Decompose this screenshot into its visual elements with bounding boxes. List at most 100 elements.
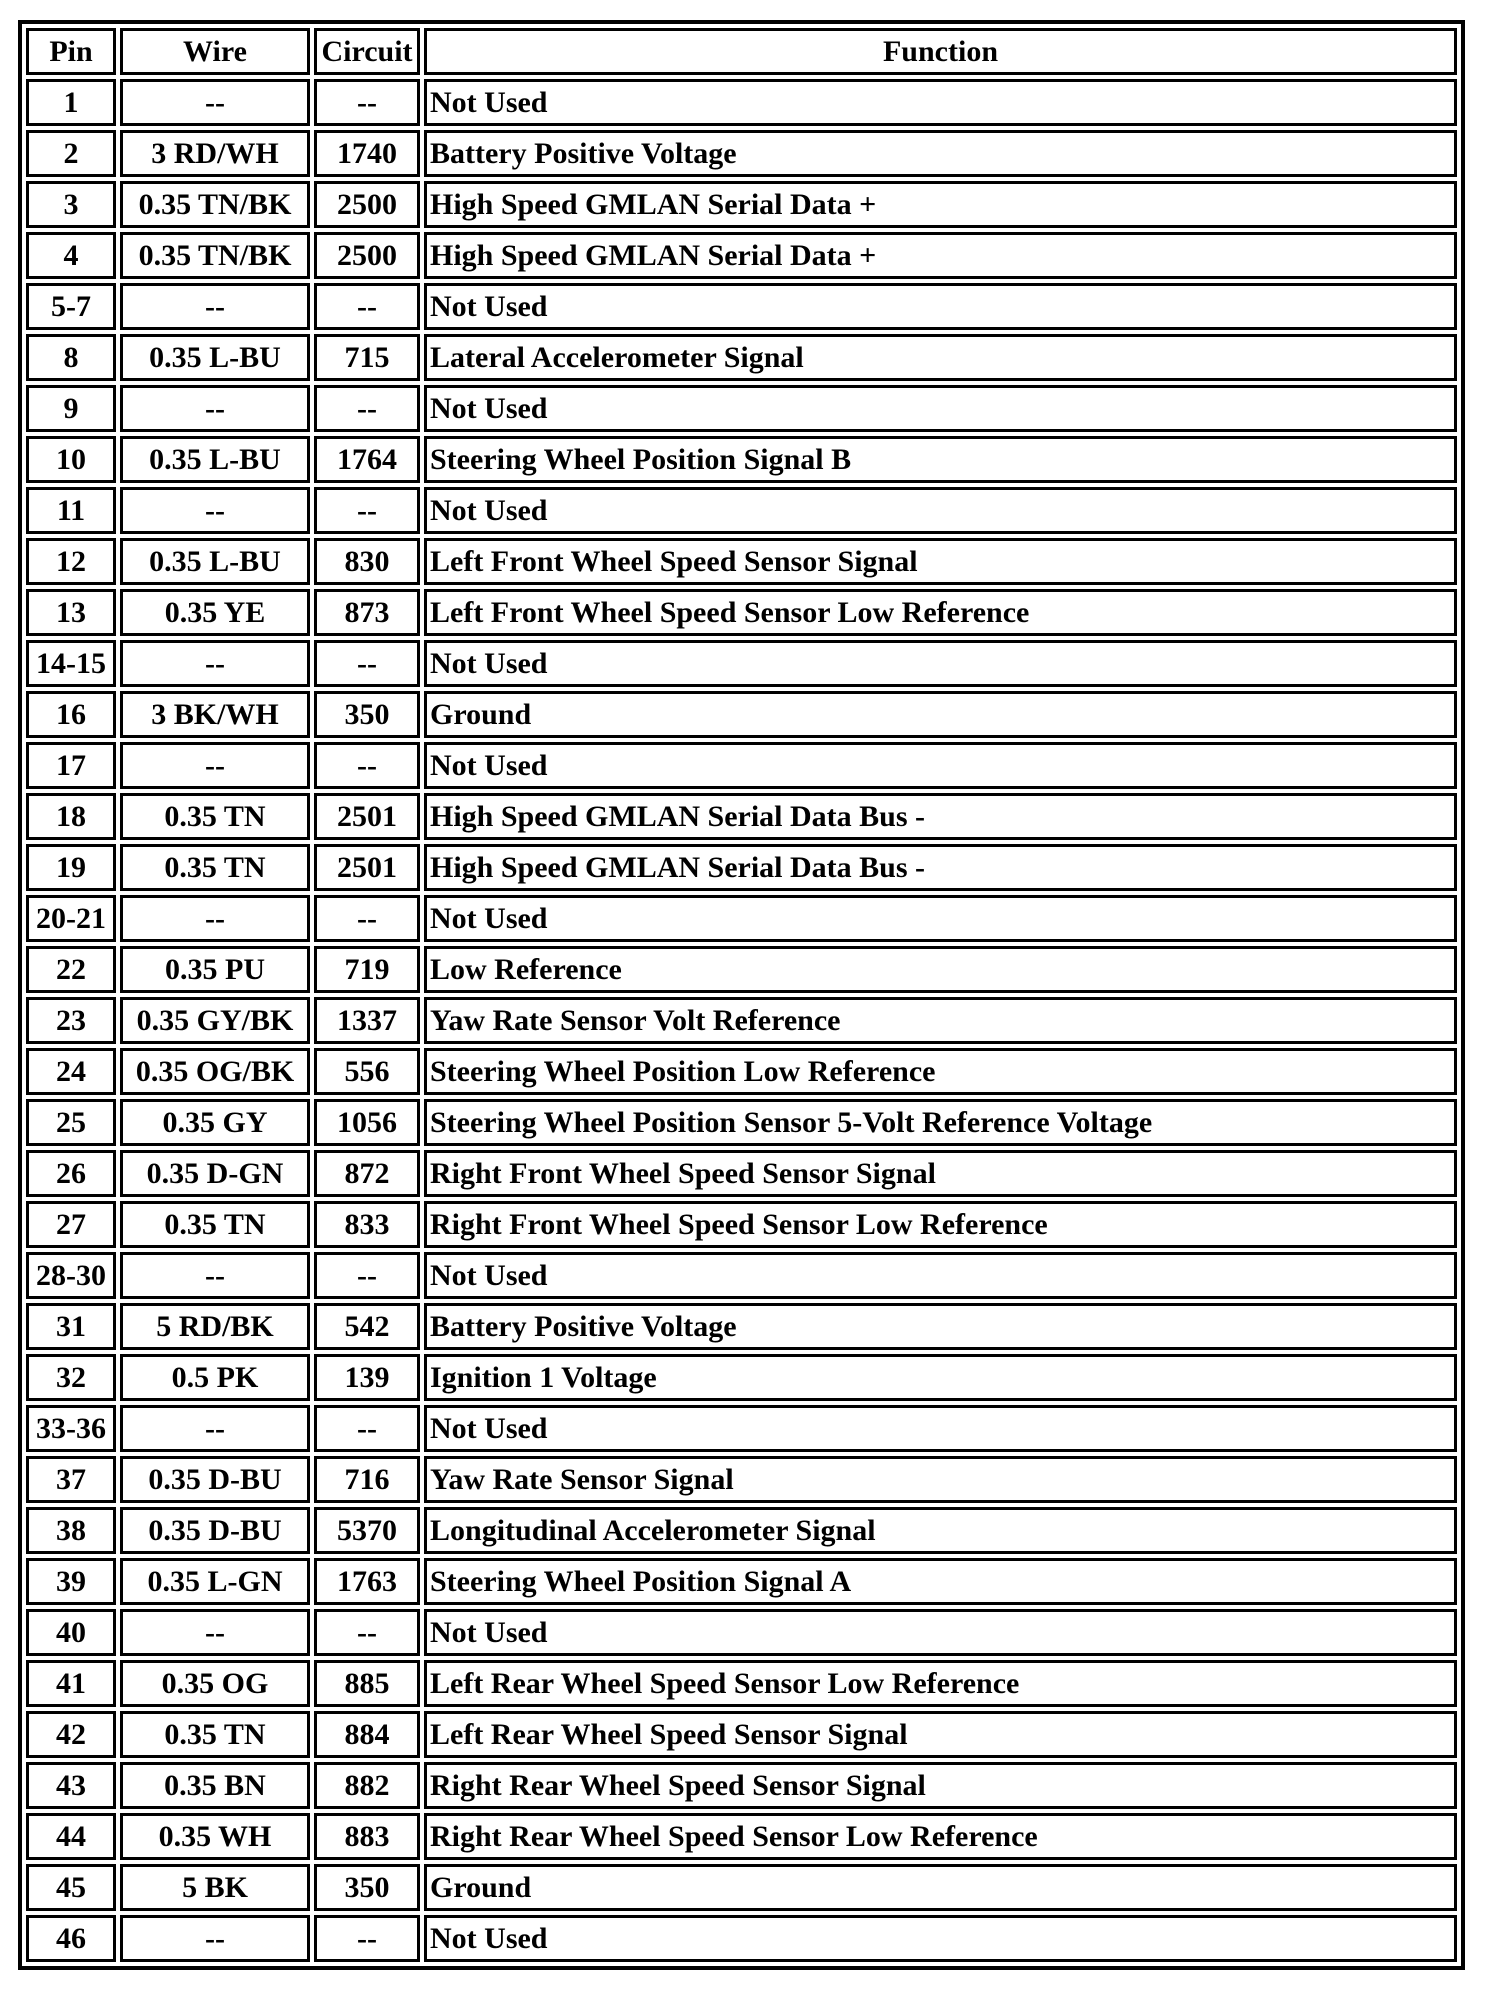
function-cell: Yaw Rate Sensor Signal — [424, 1456, 1457, 1503]
wire-cell: 0.35 TN/BK — [120, 232, 310, 279]
table-row: 19 0.35 TN 2501 High Speed GMLAN Serial Dat… — [26, 844, 1457, 891]
wire-cell: 5 BK — [120, 1864, 310, 1911]
circuit-cell: 1764 — [314, 436, 420, 483]
circuit-cell: 873 — [314, 589, 420, 636]
wire-cell: -- — [120, 1252, 310, 1299]
wire-cell: 0.35 OG — [120, 1660, 310, 1707]
function-cell: Battery Positive Voltage — [424, 130, 1457, 177]
function-cell: Lateral Accelerometer Signal — [424, 334, 1457, 381]
table-row: 18 0.35 TN 2501 High Speed GMLAN Serial Dat… — [26, 793, 1457, 840]
table-row: 14-15 -- -- Not Used — [26, 640, 1457, 687]
function-cell: Not Used — [424, 742, 1457, 789]
pin-cell: 24 — [26, 1048, 116, 1095]
pin-cell: 3 — [26, 181, 116, 228]
table-row: 11 -- -- Not Used — [26, 487, 1457, 534]
function-cell: Not Used — [424, 1609, 1457, 1656]
pin-cell: 11 — [26, 487, 116, 534]
wire-cell: 0.35 GY/BK — [120, 997, 310, 1044]
table-row: 3 0.35 TN/BK 2500 High Speed GMLAN Serial D… — [26, 181, 1457, 228]
function-cell: Right Front Wheel Speed Sensor Low Refer… — [424, 1201, 1457, 1248]
wire-cell: -- — [120, 385, 310, 432]
table-row: 26 0.35 D-GN 872 Right Front Wheel Speed Se… — [26, 1150, 1457, 1197]
table-row: 1 -- -- Not Used — [26, 79, 1457, 126]
wire-cell: -- — [120, 1609, 310, 1656]
table-row: 44 0.35 WH 883 Right Rear Wheel Speed Senso… — [26, 1813, 1457, 1860]
pin-cell: 40 — [26, 1609, 116, 1656]
circuit-cell: -- — [314, 283, 420, 330]
circuit-cell: 350 — [314, 691, 420, 738]
table-row: 42 0.35 TN 884 Left Rear Wheel Speed Sensor… — [26, 1711, 1457, 1758]
column-header-wire: Wire — [120, 28, 310, 75]
table-row: 25 0.35 GY 1056 Steering Wheel Position Sen… — [26, 1099, 1457, 1146]
wire-cell: 0.35 TN — [120, 1201, 310, 1248]
pin-cell: 23 — [26, 997, 116, 1044]
pin-cell: 25 — [26, 1099, 116, 1146]
wire-cell: 0.35 WH — [120, 1813, 310, 1860]
pin-cell: 18 — [26, 793, 116, 840]
wire-cell: 3 BK/WH — [120, 691, 310, 738]
circuit-cell: -- — [314, 1405, 420, 1452]
circuit-cell: -- — [314, 640, 420, 687]
circuit-cell: 716 — [314, 1456, 420, 1503]
circuit-cell: 719 — [314, 946, 420, 993]
pin-cell: 43 — [26, 1762, 116, 1809]
pin-cell: 44 — [26, 1813, 116, 1860]
pin-cell: 45 — [26, 1864, 116, 1911]
function-cell: High Speed GMLAN Serial Data + — [424, 181, 1457, 228]
circuit-cell: 5370 — [314, 1507, 420, 1554]
pin-cell: 33-36 — [26, 1405, 116, 1452]
table-row: 5-7 -- -- Not Used — [26, 283, 1457, 330]
circuit-cell: -- — [314, 1915, 420, 1962]
function-cell: Not Used — [424, 487, 1457, 534]
function-cell: Steering Wheel Position Signal B — [424, 436, 1457, 483]
function-cell: Not Used — [424, 283, 1457, 330]
wire-cell: -- — [120, 79, 310, 126]
function-cell: Not Used — [424, 1252, 1457, 1299]
table-row: 28-30 -- -- Not Used — [26, 1252, 1457, 1299]
circuit-cell: 1740 — [314, 130, 420, 177]
function-cell: Left Front Wheel Speed Sensor Signal — [424, 538, 1457, 585]
column-header-function: Function — [424, 28, 1457, 75]
wire-cell: 0.35 TN — [120, 844, 310, 891]
wire-cell: 0.35 L-GN — [120, 1558, 310, 1605]
wire-cell: -- — [120, 1915, 310, 1962]
function-cell: Left Rear Wheel Speed Sensor Low Referen… — [424, 1660, 1457, 1707]
circuit-cell: -- — [314, 742, 420, 789]
circuit-cell: 556 — [314, 1048, 420, 1095]
function-cell: Not Used — [424, 1405, 1457, 1452]
pin-cell: 39 — [26, 1558, 116, 1605]
circuit-cell: -- — [314, 895, 420, 942]
table-body: 1 -- -- Not Used 2 3 RD/WH 1740 Battery Positiv… — [26, 79, 1457, 1962]
pin-cell: 20-21 — [26, 895, 116, 942]
table-row: 31 5 RD/BK 542 Battery Positive Voltage — [26, 1303, 1457, 1350]
table-row: 39 0.35 L-GN 1763 Steering Wheel Position S… — [26, 1558, 1457, 1605]
circuit-cell: 542 — [314, 1303, 420, 1350]
circuit-cell: 884 — [314, 1711, 420, 1758]
pin-cell: 22 — [26, 946, 116, 993]
pin-cell: 41 — [26, 1660, 116, 1707]
wire-cell: 0.35 TN/BK — [120, 181, 310, 228]
pin-cell: 12 — [26, 538, 116, 585]
wire-cell: 0.35 YE — [120, 589, 310, 636]
pin-cell: 42 — [26, 1711, 116, 1758]
circuit-cell: 830 — [314, 538, 420, 585]
function-cell: High Speed GMLAN Serial Data Bus - — [424, 844, 1457, 891]
pin-cell: 37 — [26, 1456, 116, 1503]
pin-cell: 32 — [26, 1354, 116, 1401]
pin-cell: 31 — [26, 1303, 116, 1350]
table-row: 27 0.35 TN 833 Right Front Wheel Speed Sens… — [26, 1201, 1457, 1248]
pin-cell: 19 — [26, 844, 116, 891]
wire-cell: 0.35 D-GN — [120, 1150, 310, 1197]
column-header-circuit: Circuit — [314, 28, 420, 75]
function-cell: Longitudinal Accelerometer Signal — [424, 1507, 1457, 1554]
table-row: 17 -- -- Not Used — [26, 742, 1457, 789]
table-row: 37 0.35 D-BU 716 Yaw Rate Sensor Signal — [26, 1456, 1457, 1503]
wire-cell: -- — [120, 895, 310, 942]
connector-pinout-table: Pin Wire Circuit Function 1 -- -- Not Used 2 3 R… — [18, 20, 1465, 1970]
pin-cell: 4 — [26, 232, 116, 279]
wire-cell: 0.35 OG/BK — [120, 1048, 310, 1095]
wire-cell: -- — [120, 1405, 310, 1452]
table-row: 20-21 -- -- Not Used — [26, 895, 1457, 942]
table-row: 40 -- -- Not Used — [26, 1609, 1457, 1656]
